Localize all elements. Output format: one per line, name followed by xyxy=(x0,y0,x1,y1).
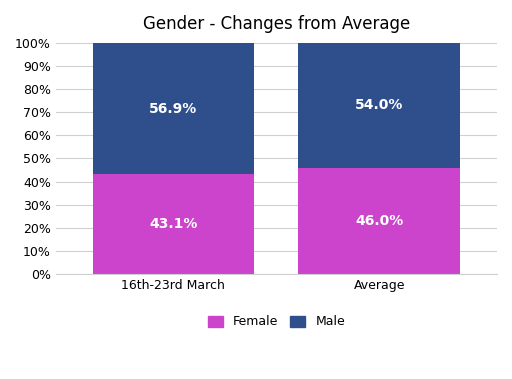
Bar xyxy=(298,168,460,274)
Title: Gender - Changes from Average: Gender - Changes from Average xyxy=(143,15,410,33)
Bar xyxy=(298,43,460,168)
Text: 56.9%: 56.9% xyxy=(150,102,198,116)
Legend: Female, Male: Female, Male xyxy=(203,310,350,334)
Bar xyxy=(93,43,254,174)
Text: 54.0%: 54.0% xyxy=(355,98,403,112)
Bar xyxy=(93,174,254,274)
Text: 43.1%: 43.1% xyxy=(149,217,198,231)
Text: 46.0%: 46.0% xyxy=(355,214,403,228)
